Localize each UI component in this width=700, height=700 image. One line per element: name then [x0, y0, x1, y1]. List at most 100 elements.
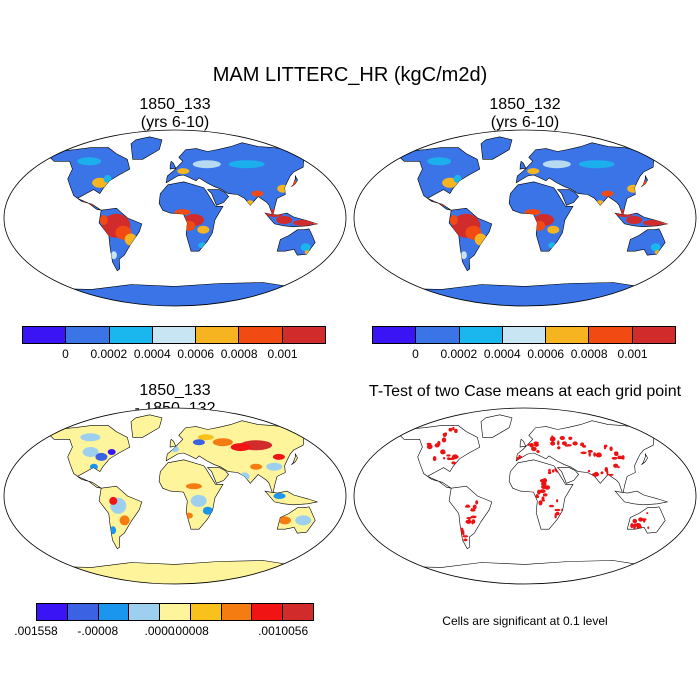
value-patch: [197, 434, 214, 441]
colorbar-tick-label: 0: [412, 347, 419, 361]
colorbar-difference-swatch: [129, 604, 161, 620]
value-patch: [572, 441, 578, 446]
landmass-north-america: [399, 147, 481, 211]
value-patch: [566, 444, 572, 447]
colorbar-top-left-swatch: [66, 327, 110, 343]
value-patch: [119, 515, 130, 526]
value-patch: [554, 512, 559, 515]
value-patch: [547, 225, 560, 234]
value-patch: [462, 535, 469, 538]
value-patch: [551, 435, 554, 439]
value-patch: [600, 471, 604, 475]
value-patch: [601, 190, 614, 197]
value-patch: [444, 432, 448, 436]
value-patch: [434, 443, 440, 448]
value-patch: [465, 519, 472, 524]
value-patch: [465, 505, 471, 508]
value-patch: [475, 500, 479, 505]
colorbar-top-left-swatch: [152, 327, 197, 343]
value-patch: [110, 526, 117, 535]
value-patch: [536, 495, 540, 499]
value-patch: [557, 446, 561, 450]
colorbar-difference-swatch: [252, 604, 284, 620]
colorbar-top-right-swatch: [546, 327, 590, 343]
landmass-japan: [291, 452, 298, 465]
value-patch: [449, 215, 458, 225]
value-patch: [604, 467, 609, 472]
value-patch: [539, 489, 546, 494]
panel-title-top-left-line1: 1850_133: [139, 96, 211, 113]
value-patch: [460, 527, 464, 532]
value-patch: [427, 157, 452, 166]
value-patch: [82, 447, 99, 457]
value-patch: [527, 168, 540, 175]
value-patch: [202, 506, 213, 515]
value-patch: [177, 168, 190, 175]
panel-title-top-left: 1850_133 (yrs 6-10): [75, 96, 275, 132]
value-patch: [542, 160, 571, 169]
map-1850-133: [3, 129, 347, 307]
colorbar-difference-swatch: [221, 604, 253, 620]
landmass-greenland: [130, 136, 163, 160]
map-difference: [3, 407, 347, 585]
value-patch: [548, 468, 551, 473]
value-patch: [632, 523, 638, 527]
colorbar-top-right-swatch: [459, 327, 503, 343]
colorbar-top-left-swatch: [282, 327, 325, 343]
value-patch: [99, 215, 108, 225]
value-patch: [448, 427, 453, 432]
value-patch: [250, 463, 263, 470]
value-patch: [185, 483, 202, 490]
value-patch: [272, 453, 285, 460]
value-patch: [638, 518, 642, 522]
value-patch: [89, 463, 98, 470]
value-patch: [466, 516, 472, 520]
value-patch: [107, 449, 116, 455]
colorbar-difference: [36, 603, 314, 621]
value-patch: [537, 489, 541, 495]
value-patch: [557, 440, 560, 446]
value-patch: [533, 442, 539, 447]
value-patch: [293, 219, 314, 226]
value-patch: [538, 500, 543, 506]
panel-title-bottom-right: T-Test of two Case means at each grid po…: [355, 383, 695, 401]
colorbar-difference-swatch: [67, 604, 99, 620]
value-patch: [593, 472, 600, 477]
map-border: [353, 407, 697, 585]
colorbar-tick-label: .001558: [14, 624, 58, 638]
value-patch: [454, 428, 458, 434]
value-patch: [632, 518, 638, 524]
value-patch: [551, 469, 555, 473]
colorbar-difference-swatch: [98, 604, 130, 620]
value-patch: [578, 160, 615, 169]
value-patch: [633, 526, 636, 530]
landmass-north-america: [49, 147, 131, 211]
value-patch: [441, 437, 447, 443]
landmass-arabia: [206, 189, 229, 206]
landmass-greenland: [480, 414, 513, 438]
value-patch: [470, 507, 473, 512]
value-patch: [595, 452, 602, 458]
colorbar-tick-label: .00008: [172, 624, 209, 638]
figure-title: MAM LITTERC_HR (kgC/m2d): [212, 64, 488, 86]
map-border: [353, 129, 697, 307]
value-patch: [266, 462, 283, 471]
value-patch: [432, 456, 437, 462]
value-patch: [463, 538, 468, 542]
value-patch: [650, 243, 661, 252]
value-patch: [192, 160, 221, 169]
value-patch: [646, 512, 649, 515]
colorbar-top-left-swatch: [196, 327, 240, 343]
colorbar-top-left-swatch: [109, 327, 153, 343]
value-patch: [273, 493, 286, 499]
value-patch: [462, 531, 465, 536]
value-patch: [603, 444, 607, 450]
value-patch: [630, 523, 634, 529]
value-patch: [580, 451, 587, 455]
colorbar-tick-label: 0.001: [617, 347, 648, 361]
map-border: [3, 407, 347, 585]
value-patch: [276, 216, 293, 224]
colorbar-top-right: [372, 326, 676, 344]
value-patch: [580, 442, 585, 447]
colorbar-top-right-swatch: [502, 327, 547, 343]
